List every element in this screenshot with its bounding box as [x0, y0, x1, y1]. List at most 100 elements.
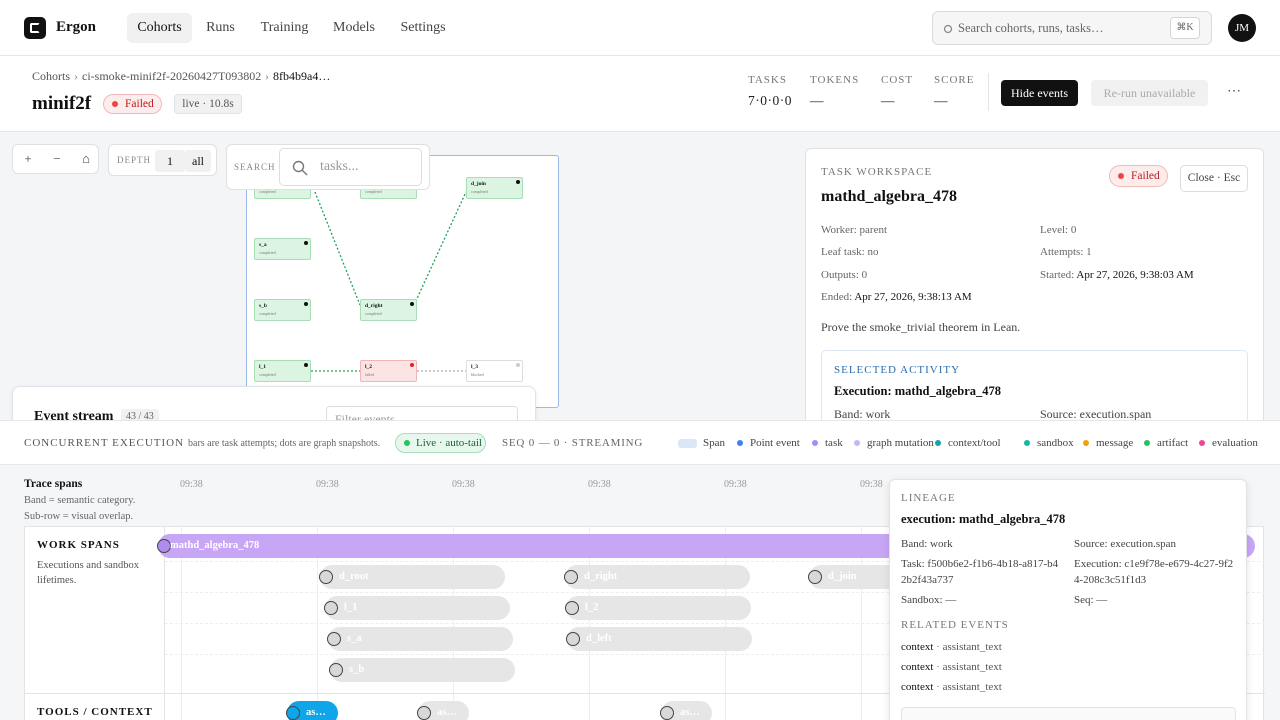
band-description: Executions and sandbox lifetimes.	[37, 560, 140, 586]
timeline-note: Band = semantic category.	[24, 494, 136, 506]
status-dot	[1118, 173, 1124, 179]
legend-item: message	[1083, 436, 1133, 450]
related-name: assistant_text	[942, 661, 1002, 673]
span-label: d_left	[586, 633, 612, 644]
search-icon-ring	[943, 24, 953, 34]
span-knob	[660, 706, 674, 720]
span-bar[interactable]: s_a	[327, 627, 513, 651]
graph-search-input[interactable]: tasks...	[279, 148, 422, 186]
related-event[interactable]: context · assistant_text	[901, 660, 1002, 674]
task-workspace: TASK WORKSPACE mathd_algebra_478 Failed Clo…	[805, 148, 1264, 470]
span-bar[interactable]: d_left	[566, 627, 752, 651]
field-label: Outputs:	[821, 269, 859, 281]
field-value: parent	[859, 224, 888, 236]
graph-search-placeholder: tasks...	[320, 159, 359, 174]
span-bar[interactable]: as…	[417, 701, 469, 720]
graph-node[interactable]: s_b completed	[254, 299, 311, 321]
logo	[24, 17, 46, 39]
lineage-field: Task: f500b6e2-f1b6-4b18-a817-b42b2f43a7…	[901, 558, 1059, 586]
band-divider	[25, 693, 1265, 694]
legend-label: context/tool	[948, 437, 1001, 449]
workspace-field: Started: Apr 27, 2026, 9:38:03 AM	[1040, 268, 1194, 282]
band-label-column	[25, 527, 165, 720]
rerun-button[interactable]: Re-run unavailable	[1091, 80, 1208, 106]
zoom-button[interactable]: −	[53, 151, 61, 166]
live-text: Live · auto-tail	[416, 437, 482, 449]
node-label: s_a	[259, 242, 267, 248]
nav-tab[interactable]: Runs	[206, 20, 235, 35]
legend-swatch	[854, 440, 860, 446]
span-bar[interactable]: as…	[286, 701, 338, 720]
legend-item: evaluation	[1199, 436, 1258, 450]
nav-tab[interactable]: Cohorts	[127, 13, 192, 43]
nav-tab[interactable]: Training	[260, 20, 309, 35]
stat-label: COST	[881, 74, 914, 87]
graph-node[interactable]: d_join completed	[466, 177, 523, 199]
concurrent-title: CONCURRENT EXECUTION	[24, 437, 185, 449]
span-knob	[319, 570, 333, 584]
nav-tab[interactable]: Settings	[400, 20, 446, 35]
legend-swatch	[935, 440, 941, 446]
span-knob	[329, 663, 343, 677]
breadcrumb-separator: ›	[74, 68, 78, 83]
graph-node[interactable]: l_3 blocked	[466, 360, 523, 382]
span-label: s_a	[347, 633, 362, 644]
status-text: Failed	[1131, 170, 1160, 182]
breadcrumb[interactable]: Cohorts	[32, 68, 71, 83]
span-bar[interactable]: l_1	[324, 596, 510, 620]
span-label: l_1	[344, 602, 358, 613]
field-label: Ended:	[821, 291, 853, 303]
span-bar[interactable]: d_root	[319, 565, 505, 589]
related-event[interactable]: context · assistant_text	[901, 680, 1002, 694]
legend-swatch	[1199, 440, 1205, 446]
node-dot	[304, 241, 308, 245]
graph-node[interactable]: l_1 completed	[254, 360, 311, 382]
span-knob	[157, 539, 171, 553]
graph-edge	[314, 191, 361, 306]
workspace-eyebrow: TASK WORKSPACE	[821, 166, 933, 178]
nav-tab[interactable]: Models	[333, 20, 375, 35]
time-tick: 09:38	[452, 479, 475, 490]
span-bar[interactable]: as…	[660, 701, 712, 720]
graph-node[interactable]: s_a completed	[254, 238, 311, 260]
breadcrumb-separator: ›	[265, 68, 269, 83]
subrow-line	[165, 592, 1265, 593]
span-bar[interactable]: l_2	[565, 596, 751, 620]
legend-label: message	[1096, 437, 1134, 449]
depth-all[interactable]: all	[185, 150, 211, 172]
breadcrumb[interactable]: ci-smoke-minif2f-20260427T093802	[82, 68, 262, 83]
close-button[interactable]: Close · Esc	[1180, 165, 1248, 192]
graph-edge	[413, 191, 467, 306]
avatar[interactable]: JM	[1228, 14, 1256, 42]
span-bar[interactable]: d_right	[564, 565, 750, 589]
field-label: Level:	[1040, 224, 1069, 236]
depth-value[interactable]: 1	[155, 150, 185, 172]
span-knob	[327, 632, 341, 646]
time-tick: 09:38	[180, 479, 203, 490]
graph-node[interactable]: d_right completed	[360, 299, 417, 321]
search-box[interactable]: Search cohorts, runs, tasks… ⌘K	[932, 11, 1212, 45]
node-status: completed	[259, 189, 276, 194]
zoom-button[interactable]: ⌂	[82, 151, 90, 166]
divider	[988, 73, 989, 111]
legend-item: context/tool	[935, 436, 1001, 450]
live-toggle[interactable]: Live · auto-tail	[395, 433, 486, 453]
workspace-field: Worker: parent	[821, 223, 887, 237]
related-event[interactable]: context · assistant_text	[901, 640, 1002, 654]
legend-item: task	[812, 436, 843, 450]
band-name: WORK SPANS	[37, 539, 120, 552]
related-title: RELATED EVENTS	[901, 619, 1009, 631]
hide-events-button[interactable]: Hide events	[1001, 80, 1078, 106]
concurrent-bar: CONCURRENT EXECUTION bars are task attemp…	[0, 420, 1280, 465]
related-kind: context	[901, 681, 934, 693]
time-tick: 09:38	[588, 479, 611, 490]
lineage-title: execution: mathd_algebra_478	[901, 512, 1066, 526]
time-tick: 09:38	[860, 479, 883, 490]
graph-node[interactable]: l_2 failed	[360, 360, 417, 382]
span-bar[interactable]: s_b	[329, 658, 515, 682]
zoom-button[interactable]: +	[24, 151, 32, 166]
span-label: d_right	[584, 571, 618, 582]
more-button[interactable]: ⋯	[1227, 84, 1241, 99]
band-name: TOOLS / CONTEXT	[37, 706, 153, 719]
